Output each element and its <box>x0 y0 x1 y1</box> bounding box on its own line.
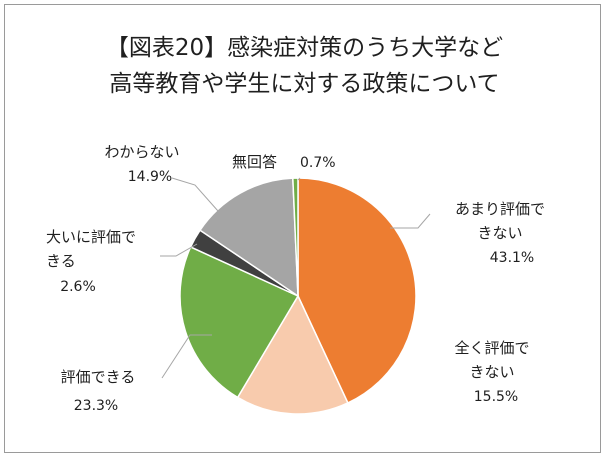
slice-hyoka-dekiru-label: 評価できる <box>61 368 136 386</box>
slice-mukaito-label: 無回答 <box>232 153 277 171</box>
slice-hyoka-dekiru <box>179 245 300 399</box>
slice-mattaku <box>236 294 349 415</box>
slice-mattaku-label: 全く評価できない <box>454 339 529 381</box>
slice-hyoka-dekiru-percent: 23.3% <box>74 398 118 414</box>
chart-title-line-1: 【図表20】感染症対策のうち大学など <box>105 35 504 61</box>
slice-mukaito-leader-line <box>297 177 301 181</box>
slice-wakaranai-leader-line <box>171 177 219 212</box>
pie-slices <box>179 177 417 415</box>
slice-oini-label: 大いに評価できる <box>46 228 136 270</box>
slice-oini-percent: 2.6% <box>60 279 96 295</box>
chart-title-line-2: 高等教育や学生に対する政策について <box>109 71 500 97</box>
slice-oini-leader-line <box>160 243 198 257</box>
slice-amari-label: あまり評価できない <box>455 200 545 242</box>
slice-wakaranai-percent: 14.9% <box>128 169 172 185</box>
slice-amari <box>297 177 417 404</box>
slice-hyoka-dekiru-leader-line <box>161 334 212 379</box>
slice-wakaranai-label: わからない <box>104 143 179 161</box>
slice-mattaku-percent: 15.5% <box>474 389 518 405</box>
slice-amari-leader-line <box>390 213 431 229</box>
slice-mukaito-percent: 0.7% <box>300 155 336 171</box>
slice-labels: あまり評価できない 43.1% 全く評価できない 15.5% 評価できる 23.3% 大いに… <box>46 143 545 414</box>
slice-wakaranai <box>199 177 299 298</box>
chart-title: 【図表20】感染症対策のうち大学など 高等教育や学生に対する政策について <box>0 30 609 102</box>
leader-lines <box>160 177 431 379</box>
slice-mukaito <box>292 177 299 297</box>
slice-amari-percent: 43.1% <box>490 250 534 266</box>
